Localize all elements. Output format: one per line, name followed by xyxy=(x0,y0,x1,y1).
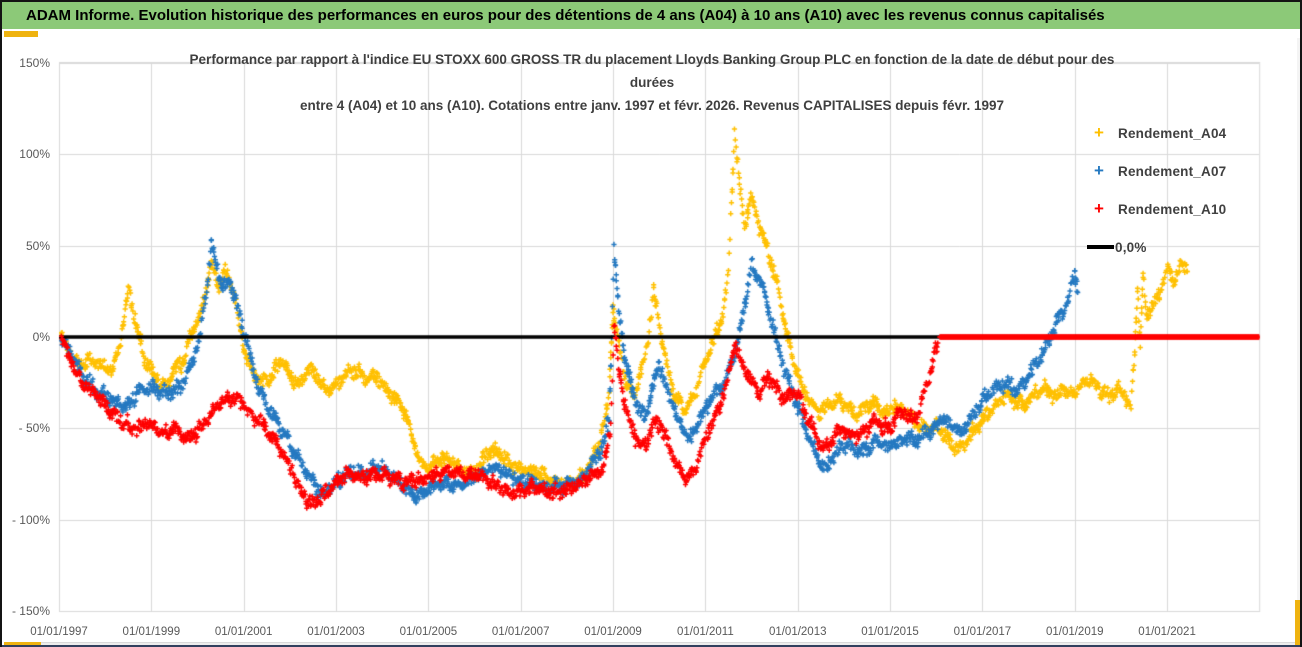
legend-item-rendement-a10[interactable]: + Rendement_A10 xyxy=(1087,197,1226,221)
chart-title: Performance par rapport à l'indice EU ST… xyxy=(102,48,1202,117)
horizontal-scrollbar-thumb[interactable] xyxy=(4,642,41,647)
x-tick-label: 01/01/2011 xyxy=(677,626,734,638)
legend-label: Rendement_A07 xyxy=(1118,163,1227,179)
y-tick-label: 100% xyxy=(19,147,50,162)
y-tick-label: - 100% xyxy=(11,512,50,527)
legend-item-rendement-a04[interactable]: + Rendement_A04 xyxy=(1087,121,1226,145)
chart-title-line-3: entre 4 (A04) et 10 ans (A10). Cotations… xyxy=(299,98,1005,113)
y-tick-label: 0% xyxy=(32,330,50,344)
x-tick-label: 01/01/2005 xyxy=(399,626,458,638)
window-bottom-edge xyxy=(2,645,1300,647)
x-tick-label: 01/01/2013 xyxy=(768,626,827,638)
y-tick-label: 150% xyxy=(19,56,50,71)
x-tick-label: 01/01/2001 xyxy=(214,626,273,638)
y-tick-label: 50% xyxy=(25,238,50,253)
x-tick-label: 01/01/1999 xyxy=(122,626,181,638)
plus-marker-icon: + xyxy=(1094,161,1104,180)
vertical-scrollbar-track[interactable] xyxy=(1297,38,1300,642)
x-tick-label: 01/01/2019 xyxy=(1045,626,1104,638)
x-tick-label: 01/01/2017 xyxy=(953,626,1012,638)
plus-marker-icon: + xyxy=(1094,123,1104,142)
horizontal-scrollbar-track[interactable] xyxy=(4,642,1297,647)
chart-title-line-1: Performance par rapport à l'indice EU ST… xyxy=(189,52,1115,67)
y-tick-label: - 50% xyxy=(18,421,50,436)
vertical-scrollbar-thumb[interactable] xyxy=(1295,600,1300,645)
x-tick-label: 01/01/2021 xyxy=(1138,626,1196,638)
y-tick-label: - 150% xyxy=(11,603,50,618)
x-tick-label: 01/01/2015 xyxy=(861,626,919,638)
x-tick-label: 01/01/2007 xyxy=(491,626,550,638)
x-tick-label: 01/01/2009 xyxy=(584,626,642,638)
legend-item-rendement-a07[interactable]: + Rendement_A07 xyxy=(1087,159,1226,183)
legend-label: Rendement_A10 xyxy=(1118,201,1227,217)
legend-label: 0,0% xyxy=(1115,239,1147,255)
legend-label: Rendement_A04 xyxy=(1118,125,1227,141)
line-marker-icon xyxy=(1087,245,1114,249)
chart-title-line-2: durées xyxy=(629,75,675,90)
x-tick-label: 01/01/2003 xyxy=(307,626,365,638)
plus-marker-icon: + xyxy=(1094,199,1104,218)
legend-item-zero-line[interactable]: 0,0% xyxy=(1087,235,1147,259)
x-tick-label: 01/01/1997 xyxy=(30,626,88,638)
